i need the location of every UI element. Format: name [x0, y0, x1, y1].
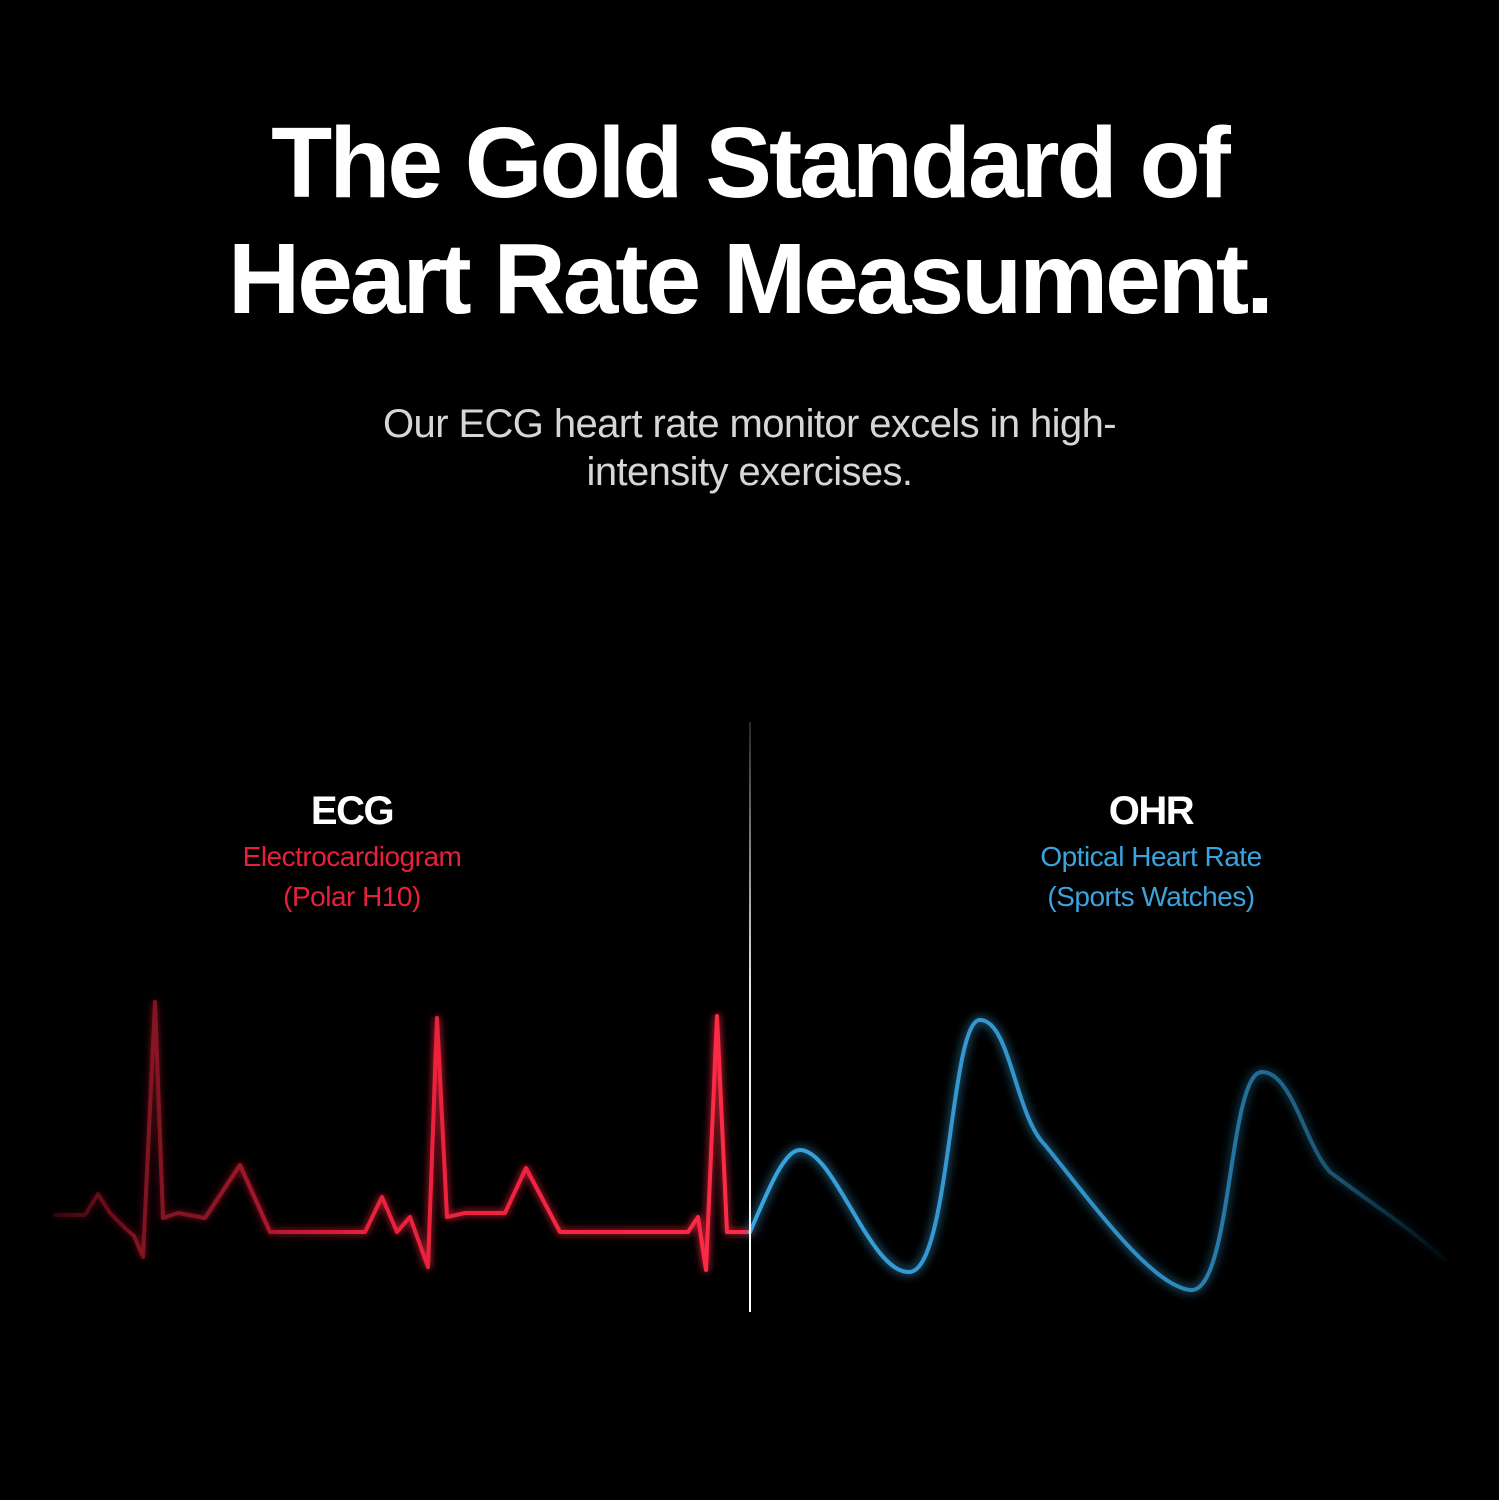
ecg-waveform	[53, 1000, 752, 1272]
headline: The Gold Standard of Heart Rate Measumen…	[0, 105, 1499, 337]
ohr-subtitle-1: Optical Heart Rate	[1040, 841, 1262, 872]
ohr-subtitle-2: (Sports Watches)	[1047, 881, 1255, 912]
ohr-waveform	[748, 1018, 1447, 1293]
comparison-divider	[749, 722, 751, 1312]
ecg-column-header: ECG Electrocardiogram (Polar H10)	[102, 785, 602, 917]
ecg-title: ECG	[310, 789, 395, 833]
ecg-subtitle-1: Electrocardiogram	[242, 841, 462, 872]
subheadline: Our ECG heart rate monitor excels in hig…	[0, 400, 1499, 496]
headline-line-1: The Gold Standard of	[271, 107, 1231, 219]
ohr-title: OHR	[1108, 789, 1195, 833]
subheadline-line-2: intensity exercises.	[586, 450, 914, 494]
headline-line-2: Heart Rate Measument.	[228, 223, 1274, 335]
ohr-column-header: OHR Optical Heart Rate (Sports Watches)	[901, 785, 1401, 917]
subheadline-line-1: Our ECG heart rate monitor excels in hig…	[383, 402, 1116, 446]
ecg-subtitle-2: (Polar H10)	[283, 881, 421, 912]
